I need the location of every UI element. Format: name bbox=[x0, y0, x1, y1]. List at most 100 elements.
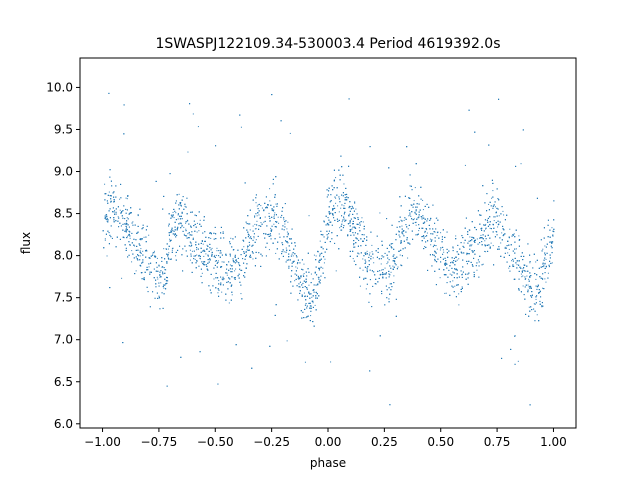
data-point bbox=[137, 231, 139, 233]
data-point bbox=[323, 256, 325, 258]
data-point bbox=[310, 310, 312, 312]
data-point bbox=[324, 258, 326, 260]
data-point bbox=[489, 246, 491, 248]
data-point bbox=[453, 257, 455, 259]
data-point bbox=[349, 229, 351, 231]
data-point bbox=[276, 203, 278, 205]
data-point bbox=[408, 215, 410, 217]
data-point bbox=[218, 280, 220, 282]
data-point bbox=[347, 234, 349, 236]
data-point bbox=[185, 228, 187, 230]
data-point bbox=[131, 261, 133, 263]
data-point bbox=[414, 222, 416, 224]
data-point bbox=[535, 298, 537, 300]
data-point bbox=[405, 224, 407, 226]
data-point bbox=[474, 241, 476, 243]
data-point bbox=[396, 226, 398, 228]
data-point bbox=[291, 242, 293, 244]
data-point bbox=[220, 232, 222, 234]
data-point bbox=[365, 252, 367, 254]
data-point bbox=[506, 214, 508, 216]
data-point bbox=[466, 263, 468, 265]
data-point bbox=[399, 236, 401, 238]
data-point bbox=[249, 256, 251, 258]
data-point bbox=[326, 223, 328, 225]
data-point bbox=[188, 223, 190, 225]
data-point bbox=[166, 248, 168, 250]
data-point bbox=[180, 202, 182, 204]
data-point bbox=[400, 242, 402, 244]
data-point bbox=[168, 245, 170, 247]
data-point bbox=[348, 205, 350, 207]
data-point bbox=[137, 214, 139, 216]
data-point bbox=[303, 292, 305, 294]
data-point bbox=[476, 262, 478, 264]
data-point bbox=[435, 228, 437, 230]
data-point bbox=[203, 219, 205, 221]
data-point bbox=[359, 267, 361, 269]
data-point bbox=[367, 266, 369, 268]
data-point bbox=[178, 204, 180, 206]
data-point bbox=[455, 260, 457, 262]
data-point bbox=[245, 251, 247, 253]
data-point bbox=[200, 251, 202, 253]
data-point bbox=[303, 280, 305, 282]
data-point bbox=[252, 225, 254, 227]
data-point bbox=[526, 265, 528, 267]
data-point bbox=[287, 232, 289, 234]
data-point bbox=[104, 238, 106, 240]
data-point bbox=[181, 224, 183, 226]
data-point bbox=[195, 244, 197, 246]
data-point bbox=[371, 244, 373, 246]
data-point bbox=[213, 278, 215, 280]
data-point bbox=[122, 229, 124, 231]
data-point bbox=[256, 224, 258, 226]
data-point bbox=[551, 262, 553, 264]
data-point bbox=[247, 236, 249, 238]
data-point bbox=[150, 271, 152, 273]
data-point bbox=[109, 217, 111, 219]
data-point bbox=[201, 261, 203, 263]
data-point bbox=[125, 225, 127, 227]
data-point bbox=[264, 237, 266, 239]
data-point bbox=[149, 271, 151, 273]
data-point bbox=[493, 216, 495, 218]
data-point bbox=[299, 262, 301, 264]
data-point bbox=[134, 245, 136, 247]
data-point bbox=[186, 237, 188, 239]
data-point bbox=[170, 214, 172, 216]
data-point bbox=[220, 284, 222, 286]
data-point bbox=[118, 226, 120, 228]
data-point bbox=[149, 273, 151, 275]
data-point bbox=[421, 218, 423, 220]
data-point bbox=[302, 311, 304, 313]
data-point bbox=[408, 209, 410, 211]
data-point bbox=[146, 269, 148, 271]
data-point bbox=[218, 283, 220, 285]
data-point bbox=[401, 231, 403, 233]
data-point bbox=[207, 254, 209, 256]
data-point bbox=[207, 259, 209, 261]
data-point bbox=[454, 285, 456, 287]
data-point bbox=[483, 230, 485, 232]
data-point bbox=[126, 235, 128, 237]
data-point bbox=[494, 216, 496, 218]
data-point bbox=[484, 244, 486, 246]
data-point bbox=[276, 205, 278, 207]
data-point bbox=[258, 203, 260, 205]
data-point bbox=[179, 218, 181, 220]
data-point bbox=[251, 367, 253, 369]
data-point bbox=[178, 208, 180, 210]
data-point bbox=[380, 273, 382, 275]
data-point bbox=[423, 217, 425, 219]
data-point bbox=[493, 264, 495, 266]
data-point bbox=[210, 292, 212, 294]
data-point bbox=[238, 264, 240, 266]
data-point bbox=[424, 221, 426, 223]
data-point bbox=[186, 197, 188, 199]
data-point bbox=[249, 237, 251, 239]
data-point bbox=[489, 221, 491, 223]
data-point bbox=[350, 229, 352, 231]
data-point bbox=[217, 288, 219, 290]
data-point bbox=[363, 278, 365, 280]
